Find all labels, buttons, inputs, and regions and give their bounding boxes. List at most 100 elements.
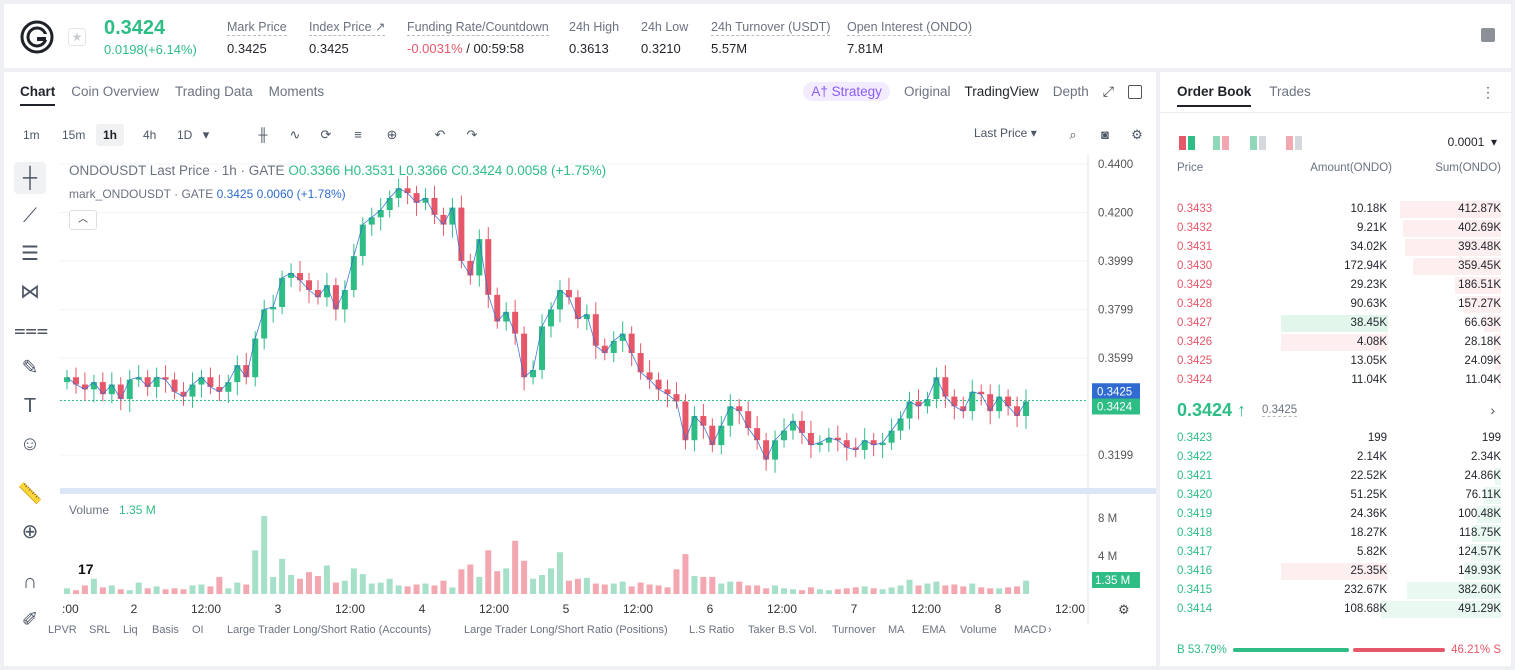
chevron-down-icon[interactable]: ▾ (202, 127, 210, 142)
indicator-13[interactable]: MACD (1014, 624, 1047, 636)
bid-row[interactable]: 0.3416 25.35K 149.93K (1160, 562, 1511, 581)
volume-bar (234, 582, 241, 594)
bid-row[interactable]: 0.3415 232.67K 382.60K (1160, 581, 1511, 600)
ask-row[interactable]: 0.3425 13.05K 24.09K (1160, 352, 1511, 371)
magnet-icon[interactable]: ∩ (22, 571, 38, 593)
chevron-right-icon[interactable]: › (1048, 624, 1052, 636)
add-alert-icon[interactable]: ⊕ (386, 127, 398, 142)
tab-tradingview[interactable]: TradingView (964, 84, 1039, 99)
candle-body (64, 377, 70, 383)
indicator-9[interactable]: Turnover (832, 624, 876, 636)
text-icon[interactable]: T (23, 395, 37, 417)
gate-logo-icon[interactable] (20, 20, 54, 54)
ruler-lines-icon[interactable]: ⩶ (14, 319, 49, 341)
indicator-4[interactable]: OI (192, 624, 204, 636)
stat-label[interactable]: Open Interest (ONDO) (847, 20, 973, 36)
book-mode-asks-icon[interactable] (1286, 136, 1302, 150)
indicators-icon[interactable]: ∿ (289, 127, 301, 142)
indicator-11[interactable]: EMA (922, 624, 946, 636)
measure-icon[interactable]: 📏 (17, 483, 43, 505)
window-icon[interactable] (1128, 84, 1142, 99)
indicator-10[interactable]: MA (888, 624, 905, 636)
ask-row[interactable]: 0.3424 11.04K 11.04K (1160, 371, 1511, 390)
tab-moments[interactable]: Moments (268, 84, 325, 99)
crosshair-icon[interactable]: ┼ (14, 162, 46, 194)
more-icon[interactable]: ⋮ (1481, 84, 1495, 100)
book-mode-both-icon[interactable] (1179, 136, 1195, 150)
indicator-12[interactable]: Volume (960, 624, 997, 636)
bid-row[interactable]: 0.3418 18.27K 118.75K (1160, 524, 1511, 543)
tab-order-book[interactable]: Order Book (1177, 84, 1252, 107)
price: 0.3429 (1177, 279, 1213, 291)
price-source-select[interactable]: Last Price ▾ (974, 126, 1037, 140)
stat-label[interactable]: Funding Rate/Countdown (407, 20, 549, 36)
bid-row[interactable]: 0.3423 199 199 (1160, 429, 1511, 448)
undo-icon[interactable]: ↶ (434, 127, 446, 142)
ask-row[interactable]: 0.3433 10.18K 412.87K (1160, 200, 1511, 219)
document-icon[interactable] (1481, 28, 1495, 42)
fib-icon[interactable]: ☰ (21, 243, 39, 265)
book-mode-bids-icon[interactable] (1250, 136, 1266, 150)
emoji-icon[interactable]: ☺ (19, 433, 41, 455)
indicator-7[interactable]: L.S Ratio (689, 624, 735, 636)
compare-icon[interactable]: ⟳ (320, 127, 332, 142)
expand-icon[interactable]: ⤢ (1102, 83, 1114, 99)
ask-row[interactable]: 0.3430 172.94K 359.45K (1160, 257, 1511, 276)
candle-type-icon[interactable]: ╫ (258, 127, 268, 142)
tab-coin-overview[interactable]: Coin Overview (71, 84, 160, 99)
pattern-icon[interactable]: ⋈ (20, 281, 40, 303)
pencil-icon[interactable]: ✐ (21, 609, 39, 631)
search-icon[interactable]: ⌕ (1069, 127, 1077, 142)
ask-row[interactable]: 0.3431 34.02K 393.48K (1160, 238, 1511, 257)
bid-row[interactable]: 0.3414 108.68K 491.29K (1160, 600, 1511, 619)
indicator-0[interactable]: LPVR (48, 624, 77, 636)
timeframe-1m[interactable]: 1m (23, 128, 40, 142)
indicator-8[interactable]: Taker B.S Vol. (748, 624, 818, 636)
indicator-2[interactable]: Liq (123, 624, 138, 636)
timeframe-15m[interactable]: 15m (62, 128, 86, 142)
templates-icon[interactable]: ≡ (354, 127, 362, 142)
ask-row[interactable]: 0.3429 29.23K 186.51K (1160, 276, 1511, 295)
indicator-3[interactable]: Basis (152, 624, 179, 636)
precision-select[interactable]: 0.0001 ▾ (1447, 135, 1497, 149)
chevron-right-icon[interactable]: › (1490, 402, 1495, 418)
favorite-star-icon[interactable]: ★ (68, 28, 86, 46)
bid-row[interactable]: 0.3421 22.52K 24.86K (1160, 467, 1511, 486)
stat-label[interactable]: 24h Turnover (USDT) (711, 20, 831, 36)
candlestick-chart[interactable]: 0.4400 0.4200 0.3999 0.3799 0.3599 0.3199 0.34… (60, 154, 1156, 624)
strategy-button[interactable]: A† Strategy (803, 82, 890, 101)
indicator-6[interactable]: Large Trader Long/Short Ratio (Positions… (464, 624, 668, 636)
tab-chart[interactable]: Chart (20, 84, 56, 106)
stat-label[interactable]: Mark Price (227, 20, 287, 36)
ask-row[interactable]: 0.3428 90.63K 157.27K (1160, 295, 1511, 314)
ask-row[interactable]: 0.3427 38.45K 66.63K (1160, 314, 1511, 333)
timeframe-1d[interactable]: 1D (177, 128, 193, 142)
tab-trades[interactable]: Trades (1269, 84, 1311, 99)
tab-trading-data[interactable]: Trading Data (175, 84, 253, 99)
indicator-1[interactable]: SRL (89, 624, 111, 636)
zoom-in-icon[interactable]: ⊕ (21, 521, 39, 543)
collapse-legend-button[interactable]: ︿ (69, 210, 97, 230)
timeframe-1h[interactable]: 1h (96, 124, 125, 146)
time-tick-label: 12:00 (1055, 602, 1085, 616)
chart-grid (60, 154, 1156, 624)
ask-row[interactable]: 0.3432 9.21K 402.69K (1160, 219, 1511, 238)
bid-row[interactable]: 0.3420 51.25K 76.11K (1160, 486, 1511, 505)
timeframe-4h[interactable]: 4h (143, 128, 157, 142)
brush-icon[interactable]: ✎ (21, 357, 39, 379)
gear-icon[interactable]: ⚙ (1131, 127, 1143, 142)
bid-row[interactable]: 0.3422 2.14K 2.34K (1160, 448, 1511, 467)
book-mode-both-alt-icon[interactable] (1213, 136, 1229, 150)
volume-bar (306, 572, 312, 594)
indicator-5[interactable]: Large Trader Long/Short Ratio (Accounts) (227, 624, 432, 636)
camera-icon[interactable]: ◙ (1101, 127, 1109, 142)
bid-row[interactable]: 0.3417 5.82K 124.57K (1160, 543, 1511, 562)
bid-row[interactable]: 0.3419 24.36K 100.48K (1160, 505, 1511, 524)
tab-original[interactable]: Original (903, 84, 951, 99)
volume-bar (521, 560, 528, 594)
tab-depth[interactable]: Depth (1052, 84, 1089, 99)
trendline-icon[interactable]: ⟋ (23, 205, 37, 227)
redo-icon[interactable]: ↷ (466, 127, 478, 142)
ask-row[interactable]: 0.3426 4.08K 28.18K (1160, 333, 1511, 352)
stat-label[interactable]: Index Price ↗ (309, 20, 386, 36)
